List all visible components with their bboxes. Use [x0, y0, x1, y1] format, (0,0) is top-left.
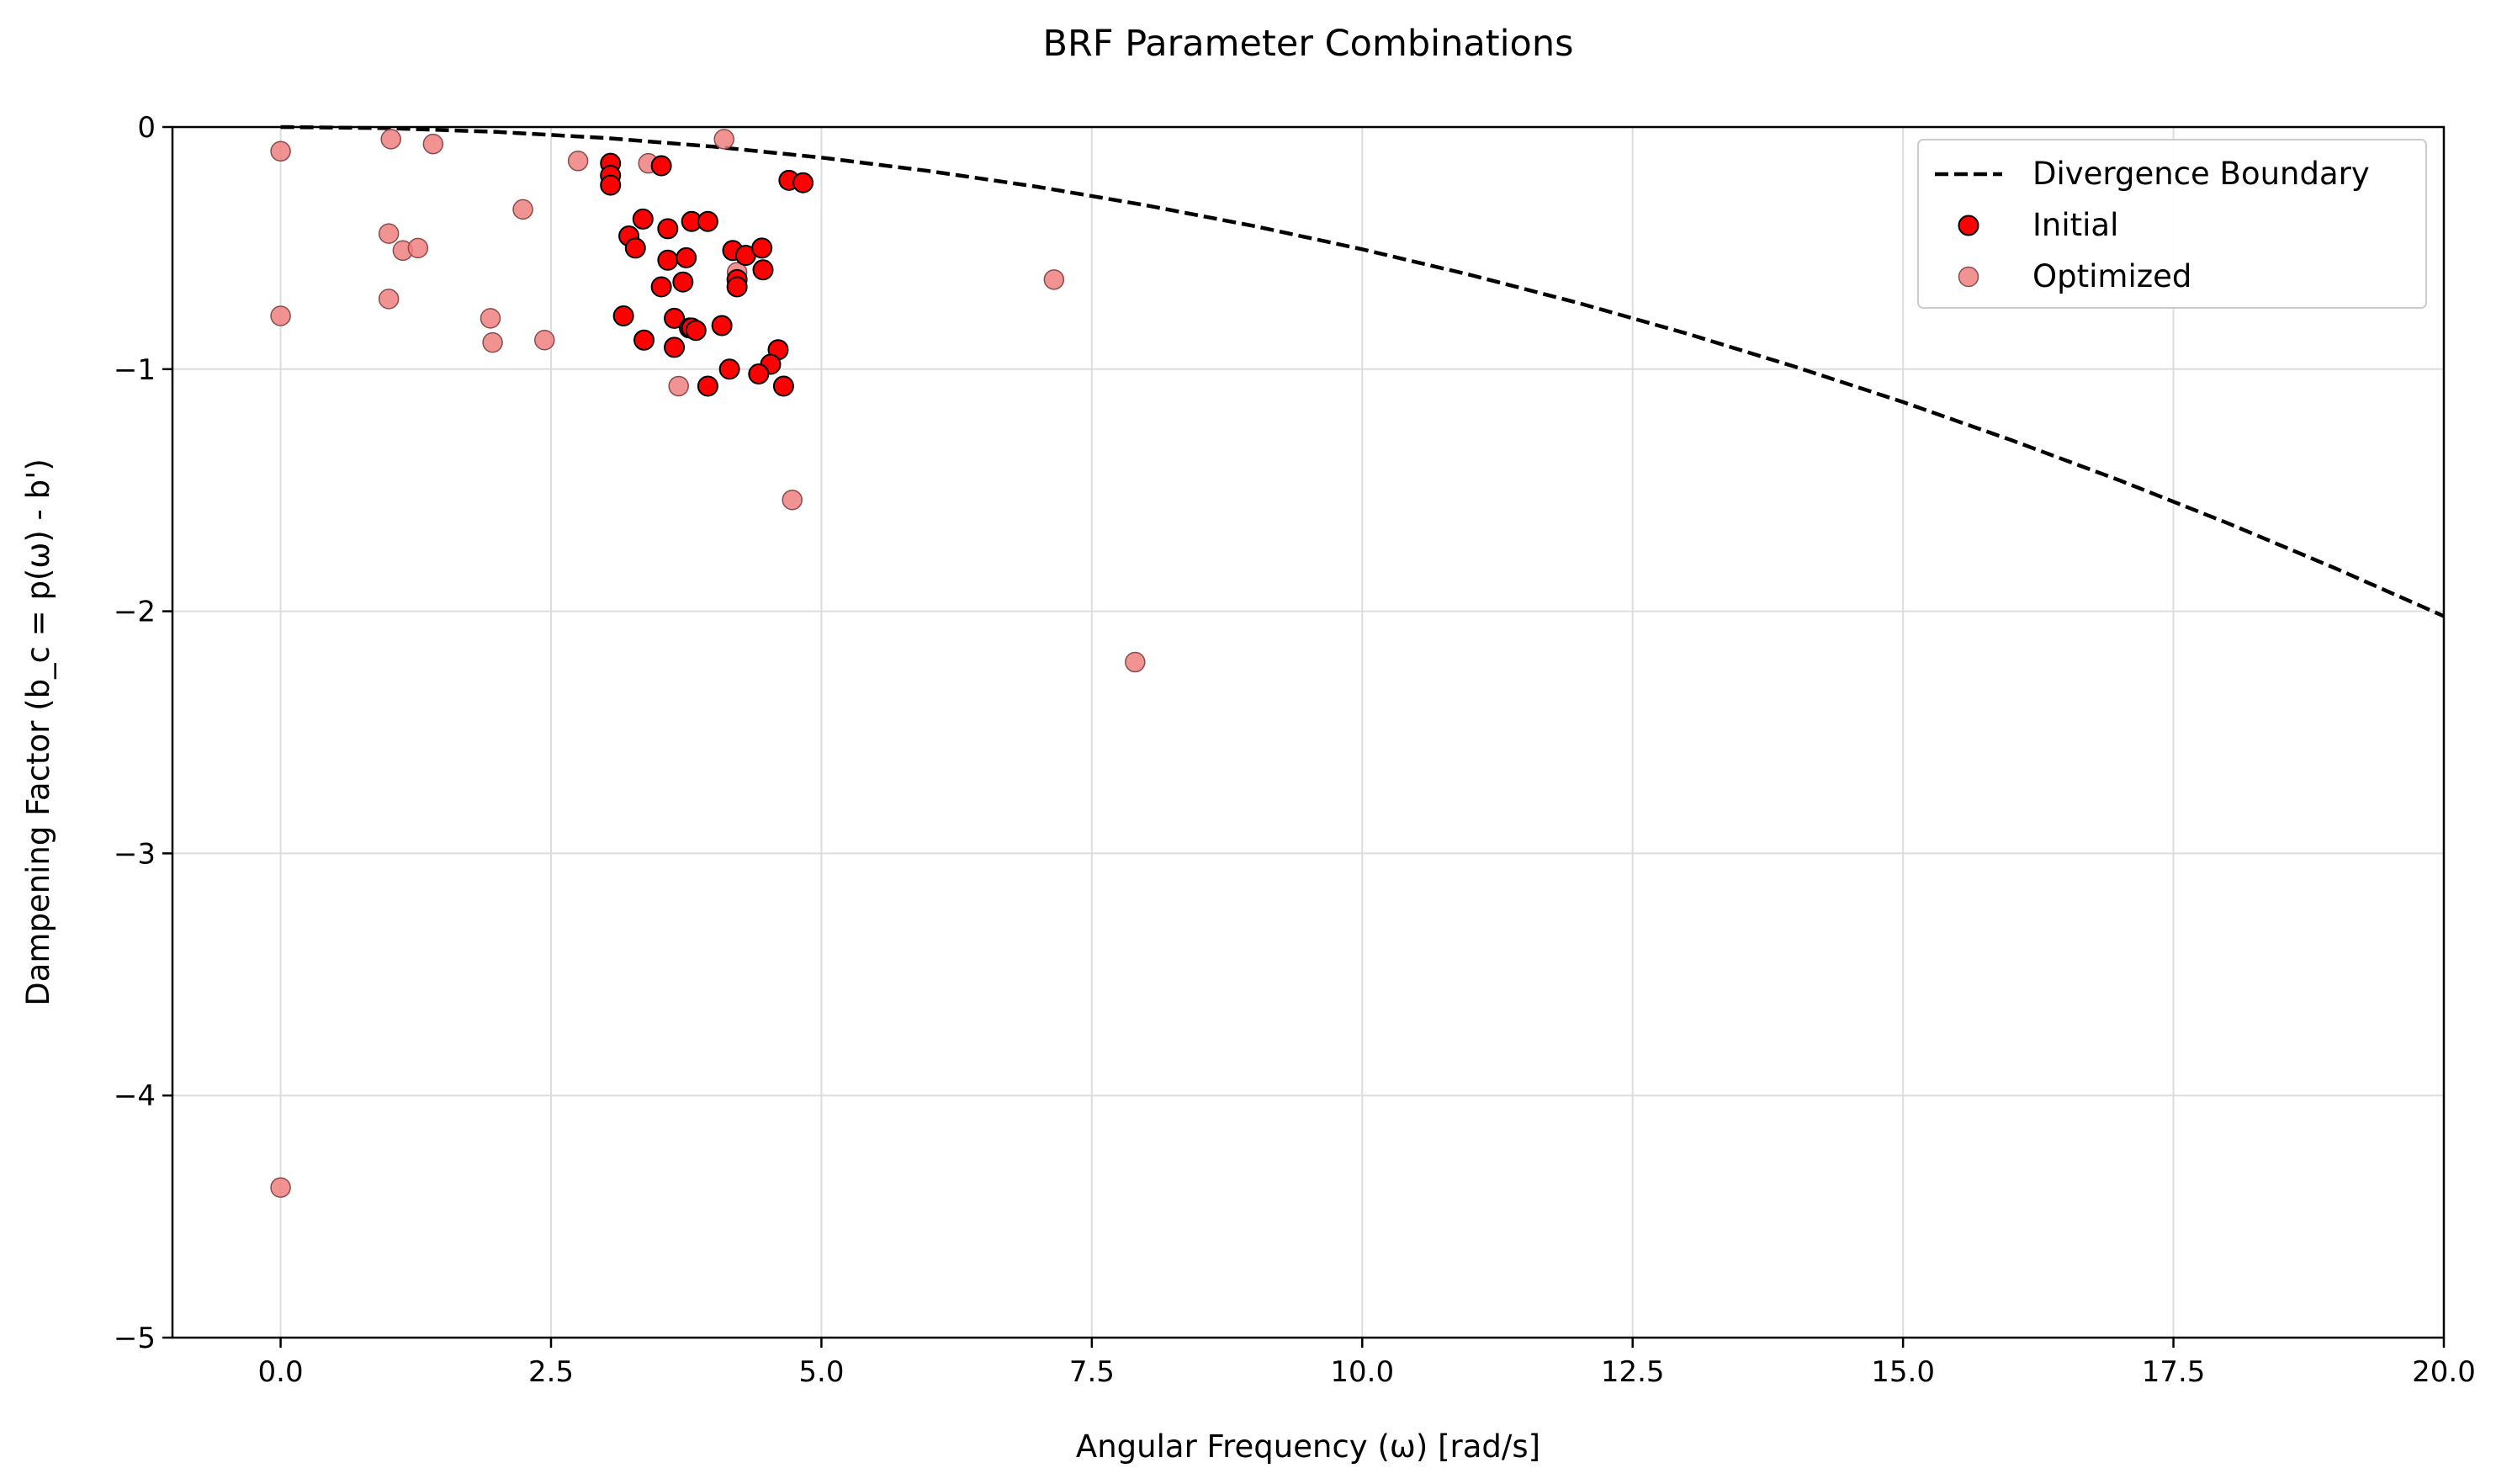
initial-point: [624, 237, 646, 259]
initial-point: [664, 337, 686, 358]
optimized-point: [378, 289, 400, 310]
initial-point: [672, 271, 694, 293]
optimized-point: [378, 223, 400, 244]
initial-point: [711, 315, 733, 337]
initial-point: [718, 358, 740, 380]
boundary-layer: [280, 125, 2445, 618]
legend-label: Initial: [2032, 207, 2118, 243]
optimized-point: [782, 489, 803, 511]
legend-marker-swatch: [1958, 215, 1979, 236]
initial-point: [792, 172, 814, 193]
x-tick-label: 20.0: [2412, 1355, 2476, 1389]
initial-point: [772, 375, 794, 397]
initial-point: [612, 305, 634, 326]
initial-point: [657, 249, 679, 271]
y-tick-label: 0: [137, 111, 156, 145]
optimized-point: [380, 129, 401, 150]
optimized-point: [270, 305, 291, 326]
optimized-point: [270, 1177, 291, 1198]
initial-point: [664, 307, 686, 329]
axis-ticks: 0.0 2.5 5.0 7.5 10.0 12.5 15.0 17.5 20.0 0 −1 −2 −3 −…: [114, 111, 2476, 1389]
optimized-point: [407, 237, 429, 259]
chart-title: BRF Parameter Combinations: [1043, 23, 1574, 65]
plot-frame: [171, 125, 2446, 1339]
initial-point: [676, 246, 697, 268]
optimized-point: [480, 308, 501, 329]
optimized-point: [668, 375, 689, 397]
initial-point: [650, 155, 672, 177]
y-tick-label: −4: [114, 1079, 156, 1113]
legend-box: [1917, 139, 2427, 309]
optimized-point: [567, 151, 589, 172]
points-layer: [270, 129, 1146, 1198]
x-axis-label: Angular Frequency (ω) [rad/s]: [1076, 1428, 1540, 1465]
x-tick-label: 10.0: [1330, 1355, 1394, 1389]
initial-point: [697, 210, 718, 232]
initial-point: [633, 329, 655, 351]
y-tick-label: −3: [114, 837, 156, 871]
optimized-point: [713, 129, 734, 150]
initial-point: [726, 276, 748, 298]
optimized-point: [422, 133, 444, 155]
legend-marker-swatch: [1958, 266, 1979, 288]
legend: Divergence Boundary Initial Optimized: [1917, 139, 2427, 309]
initial-point: [685, 320, 707, 342]
legend-label: Optimized: [2032, 258, 2191, 294]
legend-label: Divergence Boundary: [2032, 156, 2370, 192]
divergence-boundary-line: [280, 125, 2445, 618]
optimized-point: [482, 331, 503, 353]
optimized-point: [1043, 269, 1065, 290]
initial-point: [697, 375, 718, 397]
optimized-point: [512, 199, 533, 220]
y-tick-label: −2: [114, 596, 156, 629]
initial-point: [752, 259, 774, 281]
x-tick-label: 17.5: [2142, 1355, 2206, 1389]
y-tick-label: −1: [114, 353, 156, 387]
initial-point: [632, 208, 654, 230]
initial-point: [657, 218, 679, 240]
initial-point: [751, 237, 773, 259]
y-tick-label: −5: [114, 1322, 156, 1355]
initial-point: [650, 276, 672, 298]
x-tick-label: 12.5: [1601, 1355, 1665, 1389]
optimized-point: [534, 330, 555, 351]
optimized-point: [270, 140, 291, 162]
initial-point: [748, 363, 770, 385]
x-tick-label: 2.5: [528, 1355, 574, 1389]
initial-point: [600, 174, 622, 196]
x-tick-label: 15.0: [1871, 1355, 1935, 1389]
optimized-point: [1125, 651, 1146, 673]
x-tick-label: 0.0: [258, 1355, 304, 1389]
x-tick-label: 7.5: [1069, 1355, 1115, 1389]
y-axis-label: Dampening Factor (b_c = p(ω) - b'): [20, 458, 56, 1006]
x-tick-label: 5.0: [798, 1355, 844, 1389]
